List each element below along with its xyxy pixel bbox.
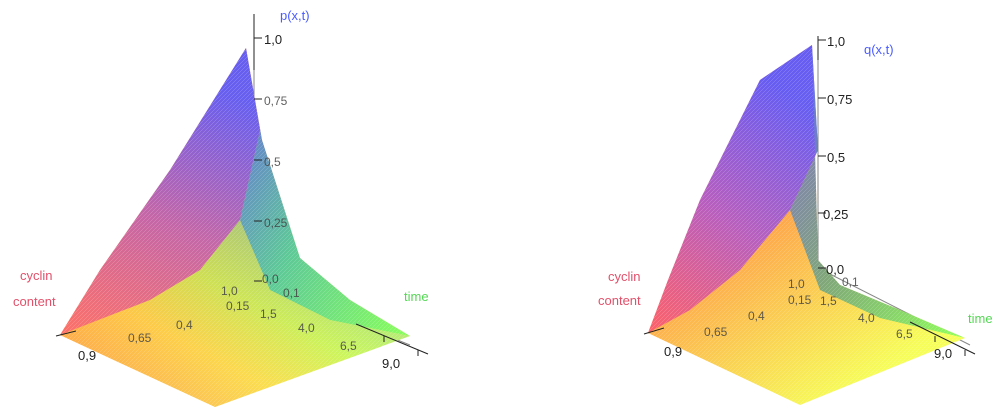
z-tick-label: 0,5	[264, 155, 281, 169]
x-tick-label: 0,65	[128, 331, 152, 345]
t-tick-label: 4,0	[858, 311, 875, 325]
plot-p: 1,0 0,75 0,5 0,25 0,0 0,9 0,65 0,4 0,15 …	[13, 8, 429, 407]
t-tick-label: 6,5	[896, 327, 913, 341]
z-tick-label: 0,25	[823, 207, 848, 222]
x-axis-title-line1: cyclin	[20, 268, 53, 283]
x-axis-title-line2: content	[598, 293, 641, 308]
t-ticks	[383, 336, 419, 356]
z-tick-label: 1,0	[264, 32, 282, 47]
z-ticks	[818, 39, 826, 269]
plot-q: 1,0 0,75 0,5 0,25 0,0 0,9 0,65 0,4 0,15 …	[598, 34, 993, 405]
z-tick-label: 0,25	[264, 216, 288, 230]
t-tick-label: 9,0	[934, 346, 952, 361]
x-tick-label: 1,0	[221, 284, 238, 298]
x-tick-label: 0,65	[704, 325, 728, 339]
t-tick-label: 4,0	[298, 321, 315, 335]
front-axes	[55, 14, 429, 355]
t-axis-title: time	[404, 289, 429, 304]
x-tick-label: 0,9	[78, 348, 96, 363]
z-ticks	[254, 37, 262, 282]
t-axis-title: time	[968, 311, 993, 326]
z-axis-title: p(x,t)	[280, 8, 310, 23]
t-tick-label: 0,1	[842, 275, 859, 289]
surface-q	[648, 45, 965, 405]
z-tick-label: 0,0	[826, 262, 844, 277]
t-tick-label: 0,1	[283, 286, 300, 300]
x-tick-label: 1,0	[788, 277, 805, 291]
x-tick-label: 0,9	[664, 344, 682, 359]
z-tick-label: 0,75	[264, 94, 288, 108]
surface-p	[60, 48, 410, 407]
x-tick-label: 0,4	[176, 318, 193, 332]
t-tick-label: 6,5	[340, 339, 357, 353]
x-tick-label: 0,15	[226, 299, 250, 313]
z-tick-label: 1,0	[827, 34, 845, 49]
x-axis-title-line1: cyclin	[608, 269, 641, 284]
z-axis-title: q(x,t)	[864, 42, 894, 57]
t-tick-label: 1,5	[820, 294, 837, 308]
x-tick-label: 0,15	[788, 293, 812, 307]
x-tick-label: 0,4	[748, 309, 765, 323]
t-tick-label: 9,0	[382, 356, 400, 371]
x-axis-title-line2: content	[13, 294, 56, 309]
z-tick-label: 0,0	[262, 272, 279, 286]
z-tick-label: 0,5	[827, 150, 845, 165]
t-tick-label: 1,5	[260, 307, 277, 321]
t-ticks	[934, 336, 966, 356]
z-tick-label: 0,75	[827, 92, 852, 107]
